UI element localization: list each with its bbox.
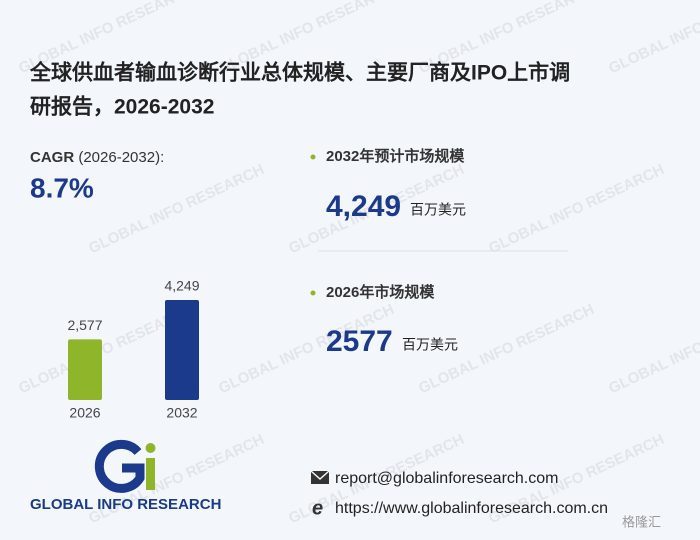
title: 研报告，2026-2032 xyxy=(30,95,214,119)
stat-value: 2577 xyxy=(326,325,393,358)
bar xyxy=(68,339,102,400)
corner-mark: 格隆汇 xyxy=(622,514,661,529)
logo-g xyxy=(94,439,145,493)
logo-text: GLOBAL INFO RESEARCH xyxy=(30,496,221,513)
cagr-heading: CAGR (2026-2032): xyxy=(30,149,164,166)
web-icon: e xyxy=(312,497,323,519)
cagr-value: 8.7% xyxy=(30,172,94,203)
email-icon-flap xyxy=(310,470,330,481)
bullet xyxy=(310,290,316,296)
bar-chart: 2,577 2026 4,249 2032 xyxy=(67,278,199,421)
category-label: 2026 xyxy=(69,405,100,421)
category-label: 2032 xyxy=(166,405,197,421)
logo-i xyxy=(146,458,155,490)
stat-unit: 百万美元 xyxy=(410,202,466,218)
value-label: 2,577 xyxy=(67,317,102,333)
cagr-period: (2026-2032): xyxy=(78,149,164,166)
logo-dot xyxy=(145,443,156,453)
stat-value: 4,249 xyxy=(326,190,401,223)
email: report@globalinforesearch.com xyxy=(335,470,558,487)
title: 全球供血者输血诊断行业总体规模、主要厂商及IPO上市调 xyxy=(29,61,570,85)
stat-unit: 百万美元 xyxy=(402,337,458,353)
logo-graphic xyxy=(94,439,156,493)
stat-label: 2032年预计市场规模 xyxy=(326,147,465,165)
cagr-label: CAGR xyxy=(30,149,74,166)
value-label: 4,249 xyxy=(164,278,199,294)
bullet xyxy=(310,154,316,160)
stat-label: 2026年市场规模 xyxy=(326,283,435,301)
bar xyxy=(165,300,199,400)
website: https://www.globalinforesearch.com.cn xyxy=(335,500,608,517)
